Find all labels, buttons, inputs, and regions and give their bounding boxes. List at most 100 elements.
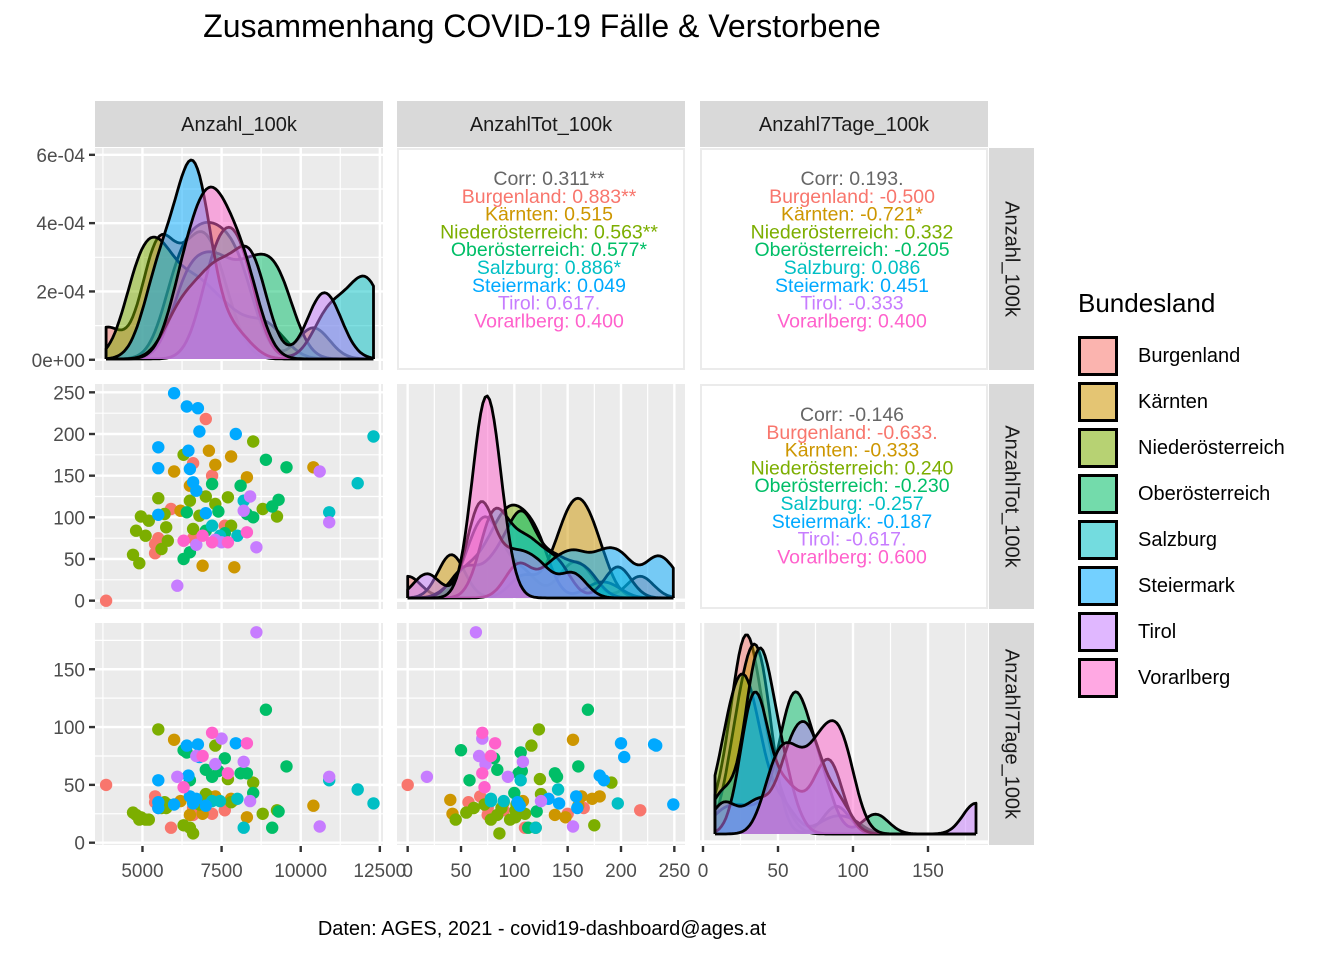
scatter-point bbox=[199, 799, 212, 812]
scatter-point bbox=[229, 427, 242, 441]
legend-item: Salzburg bbox=[1078, 517, 1285, 563]
scatter-point bbox=[323, 770, 336, 783]
corr-group: Burgenland: -0.633. bbox=[766, 422, 937, 444]
scatter-point bbox=[191, 738, 205, 751]
scatter-point bbox=[221, 767, 235, 780]
scatter-point bbox=[215, 732, 228, 745]
legend-title: Bundesland bbox=[1078, 288, 1216, 318]
scatter-point bbox=[228, 561, 241, 574]
legend-key bbox=[1078, 658, 1118, 698]
corr-group: Salzburg: -0.257 bbox=[780, 493, 923, 515]
corr-group: Tirol: -0.617. bbox=[798, 529, 907, 551]
scatter-point bbox=[240, 811, 254, 824]
legend-item: Burgenland bbox=[1078, 333, 1285, 379]
strip-right bbox=[989, 384, 1034, 609]
scatter-point bbox=[177, 781, 190, 794]
scatter-point bbox=[209, 757, 222, 771]
x-tick-label: 50 bbox=[767, 861, 788, 882]
scatter-point bbox=[234, 479, 247, 492]
x-tick-label: 0 bbox=[402, 861, 413, 882]
legend-item: Niederösterreich bbox=[1078, 425, 1285, 471]
scatter-point bbox=[351, 477, 364, 490]
scatter-point bbox=[250, 626, 263, 639]
legend-label: Salzburg bbox=[1138, 528, 1217, 551]
legend-label: Steiermark bbox=[1138, 574, 1235, 597]
scatter-point bbox=[221, 491, 235, 504]
scatter-point bbox=[231, 529, 244, 542]
scatter-point bbox=[323, 516, 336, 529]
scatter-point bbox=[367, 430, 380, 443]
scatter-point bbox=[566, 820, 580, 833]
scatter-point bbox=[313, 820, 326, 833]
scatter-point bbox=[647, 738, 661, 751]
scatter-point bbox=[420, 770, 434, 783]
chart-title: Zusammenhang COVID-19 Fälle & Verstorben… bbox=[203, 8, 881, 44]
scatter-point bbox=[247, 511, 260, 524]
scatter-point bbox=[152, 441, 165, 454]
panel-marks bbox=[406, 394, 675, 600]
corr-group: Niederösterreich: 0.563** bbox=[440, 221, 658, 243]
corr-group: Oberösterreich: -0.230 bbox=[754, 475, 949, 497]
scatter-point bbox=[323, 506, 336, 519]
scatter-point bbox=[167, 733, 181, 746]
panel-background bbox=[700, 384, 988, 609]
scatter-point bbox=[99, 594, 113, 607]
scatter-point bbox=[571, 801, 584, 815]
scatter-point bbox=[467, 801, 480, 815]
legend-key bbox=[1078, 474, 1118, 514]
scatter-point bbox=[229, 737, 242, 750]
scatter-point bbox=[401, 778, 414, 792]
scatter-point bbox=[530, 805, 543, 818]
panel-marks bbox=[713, 633, 978, 836]
strip-right bbox=[989, 148, 1034, 370]
corr-overall: Corr: 0.193. bbox=[801, 168, 904, 190]
density-curve bbox=[407, 394, 674, 600]
scatter-point bbox=[177, 534, 190, 547]
x-tick-label: 150 bbox=[912, 861, 944, 882]
scatter-point bbox=[218, 752, 231, 765]
scatter-point bbox=[247, 776, 260, 789]
scatter-point bbox=[552, 797, 566, 810]
strip-right bbox=[989, 623, 1034, 845]
scatter-point bbox=[186, 522, 200, 536]
panel-marks bbox=[401, 626, 680, 840]
corr-group: Vorarlberg: 0.400 bbox=[474, 310, 624, 332]
scatter-point bbox=[196, 529, 209, 542]
scatter-point bbox=[313, 465, 326, 478]
scatter-point bbox=[231, 792, 244, 805]
scatter-point bbox=[532, 723, 546, 736]
scatter-point bbox=[209, 458, 222, 471]
scatter-point bbox=[469, 626, 483, 639]
scatter-point bbox=[534, 794, 548, 808]
x-tick-label: 12500 bbox=[353, 861, 406, 882]
x-tick-label: 0 bbox=[698, 861, 709, 882]
y-tick-label: 4e-04 bbox=[36, 214, 85, 235]
scatter-point bbox=[566, 733, 580, 746]
y-tick-label: 50 bbox=[64, 550, 85, 571]
corr-overall: Corr: -0.146 bbox=[800, 404, 904, 426]
scatter-point bbox=[488, 737, 502, 750]
legend-key bbox=[1078, 428, 1118, 468]
legend: Bundesland Burgenland Kärnten Niederösterr… bbox=[1078, 288, 1285, 701]
scatter-point bbox=[213, 794, 227, 808]
density-curve bbox=[715, 719, 976, 836]
scatter-point bbox=[586, 792, 599, 805]
panel-marks bbox=[104, 158, 375, 361]
scatter-point bbox=[182, 444, 195, 457]
y-tick-label: 2e-04 bbox=[36, 282, 85, 303]
scatter-point bbox=[237, 755, 250, 768]
scatter-point bbox=[240, 767, 254, 780]
scatter-point bbox=[497, 794, 510, 808]
scatter-point bbox=[237, 821, 250, 834]
scatter-point bbox=[199, 412, 212, 426]
legend-key bbox=[1078, 382, 1118, 422]
scatter-point bbox=[186, 827, 200, 840]
scatter-point bbox=[593, 769, 606, 782]
scatter-point bbox=[529, 821, 542, 834]
corr-group: Steiermark: -0.187 bbox=[772, 511, 932, 533]
scatter-point bbox=[270, 510, 284, 523]
scatter-point bbox=[155, 542, 168, 556]
density-curve bbox=[106, 185, 374, 361]
scatter-point bbox=[614, 737, 628, 750]
legend-key bbox=[1078, 336, 1118, 376]
